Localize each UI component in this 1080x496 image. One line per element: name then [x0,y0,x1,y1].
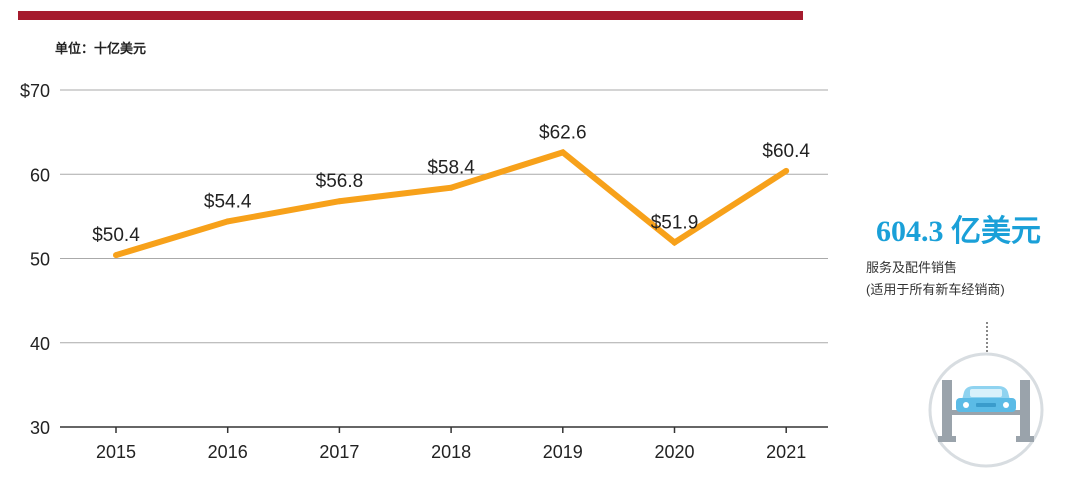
data-point [448,184,455,191]
connector-dots [986,322,988,352]
x-tick-label: 2019 [543,442,583,462]
header-bar [18,11,803,20]
y-tick-label: 40 [30,334,50,354]
data-label: $50.4 [92,225,140,246]
x-tick-label: 2018 [431,442,471,462]
y-tick-label: $70 [20,81,50,101]
data-label: $51.9 [651,212,699,233]
x-tick-label: 2017 [319,442,359,462]
y-tick-label: 50 [30,250,50,270]
total-sales-scope: (适用于所有新车经销商) [866,282,1005,297]
data-point [783,167,790,174]
unit-label: 单位：十亿美元 [55,41,147,56]
line-chart: 30 40 50 60 $70 2015 2016 2017 2018 2019 2020 2021… [20,81,828,462]
data-label: $54.4 [204,191,252,212]
data-label: $56.8 [316,171,364,192]
total-sales-value: 604.3 亿美元 [876,215,1041,248]
data-point [559,149,566,156]
car-lift-icon [928,352,1044,468]
y-tick-label: 60 [30,165,50,185]
total-sales-description: 服务及配件销售 [866,260,958,275]
data-label: $60.4 [762,141,810,162]
data-point [224,218,231,225]
data-point [113,252,119,259]
data-point [336,198,343,205]
data-label: $62.6 [539,122,587,143]
data-point [671,239,678,246]
y-tick-label: 30 [30,418,50,438]
x-tick-label: 2021 [766,442,806,462]
x-tick-label: 2020 [654,442,694,462]
x-tick-label: 2016 [208,442,248,462]
x-tick-label: 2015 [96,442,136,462]
data-label: $58.4 [427,158,475,179]
